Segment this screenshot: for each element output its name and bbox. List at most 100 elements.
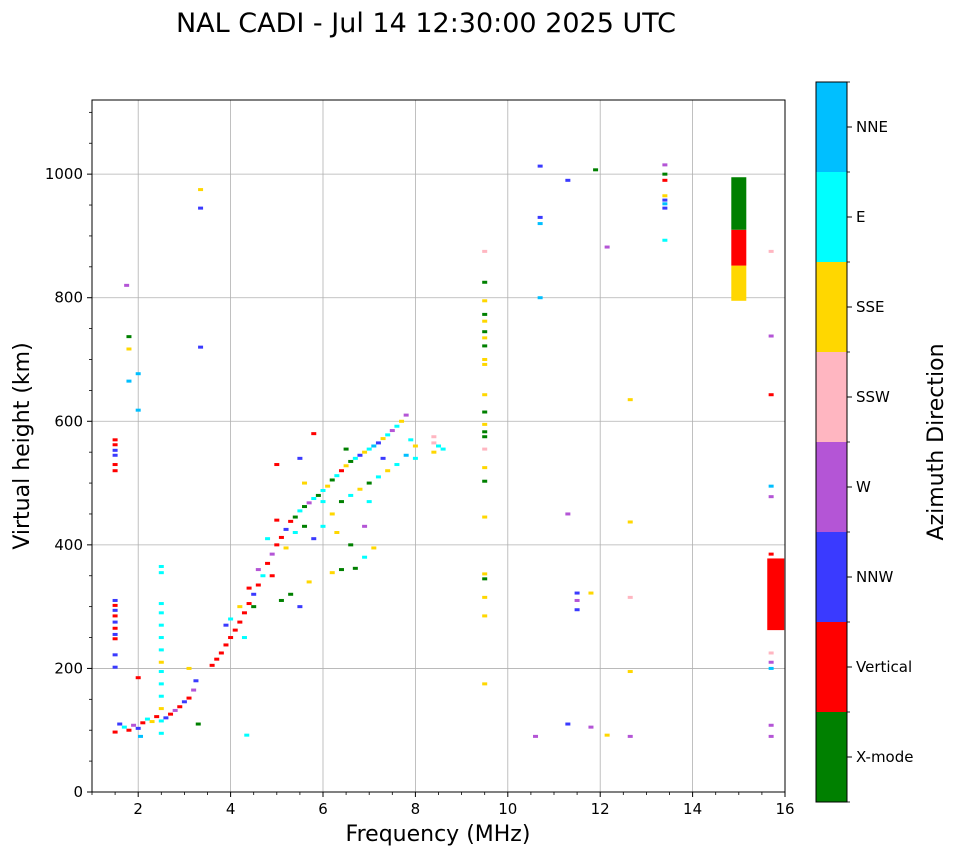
data-point — [112, 598, 118, 602]
data-point — [241, 636, 247, 640]
data-point — [158, 731, 164, 735]
colorbar-tick-label: E — [856, 208, 865, 226]
data-point — [662, 194, 668, 198]
data-point — [255, 568, 261, 572]
data-point — [112, 620, 118, 624]
data-point — [768, 660, 774, 664]
data-point — [627, 520, 633, 524]
colorbar-segment — [816, 442, 847, 532]
data-point — [265, 561, 271, 565]
data-point — [482, 319, 488, 323]
data-point — [112, 453, 118, 457]
data-point — [292, 531, 298, 534]
data-block — [731, 229, 747, 266]
data-point — [278, 598, 284, 602]
data-point — [325, 484, 331, 488]
data-point — [662, 206, 668, 210]
data-point — [158, 682, 164, 686]
data-point — [124, 283, 130, 287]
x-tick-label: 14 — [683, 800, 702, 818]
data-point — [385, 433, 391, 437]
data-point — [158, 623, 164, 627]
data-point — [768, 484, 774, 488]
data-point — [269, 552, 275, 556]
data-point — [352, 456, 358, 460]
data-point — [362, 555, 368, 559]
data-point — [246, 602, 252, 606]
data-point — [158, 719, 164, 723]
data-point — [186, 666, 192, 670]
data-point — [158, 571, 164, 575]
data-point — [158, 670, 164, 674]
data-point — [662, 198, 668, 202]
data-point — [198, 345, 204, 349]
data-point — [565, 512, 571, 516]
data-point — [311, 537, 317, 541]
data-point — [482, 410, 488, 414]
y-tick-label: 800 — [54, 289, 83, 307]
data-point — [260, 574, 266, 578]
data-point — [218, 651, 224, 655]
colorbar-segment — [816, 82, 847, 172]
y-axis-ticks: 0 200 400 600 800 1000 — [45, 111, 92, 801]
data-point — [334, 531, 340, 534]
x-axis-label: Frequency (MHz) — [346, 822, 531, 847]
data-point — [283, 546, 289, 550]
data-point — [565, 178, 571, 182]
data-point — [274, 543, 280, 547]
data-point — [574, 608, 580, 612]
data-point — [320, 488, 326, 492]
data-point — [627, 670, 633, 674]
data-point — [366, 447, 372, 451]
data-point — [482, 466, 488, 470]
data-point — [112, 469, 118, 473]
data-point — [482, 336, 488, 340]
data-point — [181, 700, 187, 704]
data-point — [768, 666, 774, 670]
data-point — [302, 505, 308, 509]
data-point — [112, 730, 118, 734]
data-point — [126, 728, 132, 732]
data-point — [362, 524, 368, 528]
colorbar-segment — [816, 352, 847, 442]
data-point — [662, 178, 668, 182]
data-point — [482, 299, 488, 303]
data-point — [241, 611, 247, 615]
data-point — [244, 733, 250, 737]
plot-area — [91, 99, 786, 793]
data-point — [112, 448, 118, 452]
data-point — [371, 444, 377, 448]
data-point — [482, 344, 488, 348]
data-point — [121, 725, 127, 729]
data-point — [126, 379, 132, 383]
data-point — [283, 527, 289, 531]
data-point — [138, 734, 144, 738]
data-point — [348, 459, 354, 463]
data-point — [482, 614, 488, 618]
x-tick-label: 16 — [775, 800, 794, 818]
data-point — [306, 580, 312, 584]
data-point — [627, 398, 633, 402]
colorbar-tick-label: NNE — [856, 118, 888, 136]
data-point — [329, 512, 335, 516]
data-point — [112, 665, 118, 669]
data-marks — [112, 163, 785, 738]
data-point — [403, 453, 409, 457]
data-point — [297, 605, 303, 609]
colorbar-segment — [816, 172, 847, 262]
data-point — [431, 435, 437, 439]
colorbar-segment — [816, 622, 847, 712]
y-tick-label: 1000 — [45, 165, 83, 183]
data-point — [482, 362, 488, 366]
data-point — [482, 577, 488, 581]
data-point — [237, 620, 243, 624]
data-point — [537, 296, 543, 300]
data-point — [228, 636, 234, 640]
data-point — [588, 591, 594, 595]
data-point — [140, 721, 146, 725]
data-point — [371, 546, 377, 550]
data-point — [149, 720, 155, 724]
y-tick-label: 400 — [54, 536, 83, 554]
data-point — [380, 456, 386, 460]
